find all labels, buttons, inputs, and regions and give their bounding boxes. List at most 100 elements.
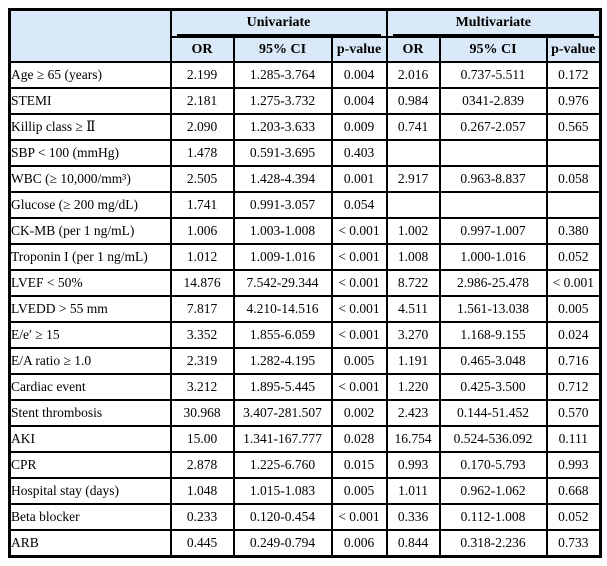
value-cell: 0.009	[330, 113, 388, 141]
table-row: CK-MB (per 1 ng/mL) 1.006 1.003-1.008 < 0.0…	[8, 217, 602, 245]
value-cell: 15.00	[169, 425, 235, 453]
value-cell: 1.012	[169, 243, 235, 271]
value-cell: 0.006	[330, 529, 388, 557]
value-cell: 0.111	[545, 425, 602, 453]
value-cell: 0.991-3.057	[232, 191, 333, 219]
value-cell: 0.002	[330, 399, 388, 427]
table-row: Cardiac event 3.212 1.895-5.445 < 0.001 1.22…	[8, 373, 602, 401]
value-cell: 3.407-281.507	[232, 399, 333, 427]
value-cell: 1.341-167.777	[232, 425, 333, 453]
value-cell	[545, 191, 602, 219]
value-cell: 0.004	[330, 87, 388, 115]
value-cell: < 0.001	[330, 321, 388, 349]
value-cell: 0.963-8.837	[438, 165, 548, 193]
value-cell: 1.002	[385, 217, 441, 245]
table-row: Glucose (≥ 200 mg/dL) 1.741 0.991-3.057 0.0…	[8, 191, 602, 219]
value-cell: 1.561-13.038	[438, 295, 548, 323]
row-label-cell: Glucose (≥ 200 mg/dL)	[8, 191, 172, 219]
univariate-group-header: Univariate	[169, 8, 388, 38]
value-cell: 0.005	[545, 295, 602, 323]
value-cell: < 0.001	[545, 269, 602, 297]
value-cell: 3.212	[169, 373, 235, 401]
value-cell: 1.478	[169, 139, 235, 167]
value-cell: 0.668	[545, 477, 602, 505]
multivariate-group-label: Multivariate	[392, 15, 595, 36]
value-cell: 1.220	[385, 373, 441, 401]
value-cell: 0.172	[545, 61, 602, 89]
value-cell: 2.016	[385, 61, 441, 89]
table-row: AKI 15.00 1.341-167.777 0.028 16.754 0.524-53…	[8, 425, 602, 453]
sub-header-row: OR 95% CI p-value OR 95% CI p-value	[10, 36, 602, 63]
value-cell: 1.741	[169, 191, 235, 219]
table-row: Age ≥ 65 (years) 2.199 1.285-3.764 0.004 2.0…	[8, 61, 602, 89]
table-row: E/e′ ≥ 15 3.352 1.855-6.059 < 0.001 3.270 1.1…	[8, 321, 602, 349]
value-cell: 0.844	[385, 529, 441, 557]
univariate-group-label: Univariate	[176, 15, 381, 36]
value-cell: 0.005	[330, 477, 388, 505]
row-label-cell: E/e′ ≥ 15	[8, 321, 172, 349]
row-label-cell: AKI	[8, 425, 172, 453]
value-cell: 16.754	[385, 425, 441, 453]
value-cell: < 0.001	[330, 217, 388, 245]
value-cell	[545, 139, 602, 167]
value-cell: 1.275-3.732	[232, 87, 333, 115]
univariate-or-header: OR	[169, 36, 235, 63]
row-label-cell: Hospital stay (days)	[8, 477, 172, 505]
table-row: ARB 0.445 0.249-0.794 0.006 0.844 0.318-2.236…	[8, 529, 602, 557]
value-cell: 3.270	[385, 321, 441, 349]
row-label-cell: Beta blocker	[8, 503, 172, 531]
value-cell: < 0.001	[330, 295, 388, 323]
value-cell: 2.505	[169, 165, 235, 193]
value-cell: 0.993	[545, 451, 602, 479]
value-cell: 2.878	[169, 451, 235, 479]
value-cell: 0.591-3.695	[232, 139, 333, 167]
table-row: STEMI 2.181 1.275-3.732 0.004 0.984 0341-2.83…	[8, 87, 602, 115]
row-label-cell: LVEF < 50%	[8, 269, 172, 297]
table-body: Age ≥ 65 (years) 2.199 1.285-3.764 0.004 2.0…	[8, 61, 602, 557]
univariate-pvalue-header: p-value	[330, 36, 388, 63]
value-cell	[385, 139, 441, 167]
value-cell: 0.112-1.008	[438, 503, 548, 531]
value-cell: 30.968	[169, 399, 235, 427]
value-cell: 1.008	[385, 243, 441, 271]
value-cell: 1.003-1.008	[232, 217, 333, 245]
value-cell: 0.380	[545, 217, 602, 245]
value-cell: 1.015-1.083	[232, 477, 333, 505]
table-row: Stent thrombosis 30.968 3.407-281.507 0.002…	[8, 399, 602, 427]
value-cell: 0.712	[545, 373, 602, 401]
row-label-cell: WBC (≥ 10,000/mm³)	[8, 165, 172, 193]
multivariate-ci-header: 95% CI	[438, 36, 548, 63]
value-cell: 0.015	[330, 451, 388, 479]
row-label-cell: Troponin I (per 1 ng/mL)	[8, 243, 172, 271]
row-label-cell: SBP < 100 (mmHg)	[8, 139, 172, 167]
value-cell: 14.876	[169, 269, 235, 297]
value-cell: 1.203-3.633	[232, 113, 333, 141]
value-cell: 0.524-536.092	[438, 425, 548, 453]
row-label-cell: Age ≥ 65 (years)	[8, 61, 172, 89]
value-cell: 1.225-6.760	[232, 451, 333, 479]
value-cell: 0.054	[330, 191, 388, 219]
table-row: WBC (≥ 10,000/mm³) 2.505 1.428-4.394 0.001 2…	[8, 165, 602, 193]
row-label-cell: Cardiac event	[8, 373, 172, 401]
value-cell: 0.318-2.236	[438, 529, 548, 557]
value-cell: 0.570	[545, 399, 602, 427]
value-cell: 0.425-3.500	[438, 373, 548, 401]
value-cell: 0.733	[545, 529, 602, 557]
table-row: Killip class ≥ Ⅱ 2.090 1.203-3.633 0.009 0.7…	[8, 113, 602, 141]
value-cell: 1.000-1.016	[438, 243, 548, 271]
value-cell: 0.565	[545, 113, 602, 141]
value-cell: 2.917	[385, 165, 441, 193]
value-cell: 1.895-5.445	[232, 373, 333, 401]
value-cell: 0.058	[545, 165, 602, 193]
value-cell: 0.024	[545, 321, 602, 349]
value-cell: 0.962-1.062	[438, 477, 548, 505]
value-cell: 0.403	[330, 139, 388, 167]
multivariate-group-header: Multivariate	[385, 8, 602, 38]
row-label-cell: CPR	[8, 451, 172, 479]
value-cell: < 0.001	[330, 269, 388, 297]
value-cell: 0.028	[330, 425, 388, 453]
table-row: Hospital stay (days) 1.048 1.015-1.083 0.00…	[8, 477, 602, 505]
value-cell: 0.993	[385, 451, 441, 479]
value-cell: 2.423	[385, 399, 441, 427]
